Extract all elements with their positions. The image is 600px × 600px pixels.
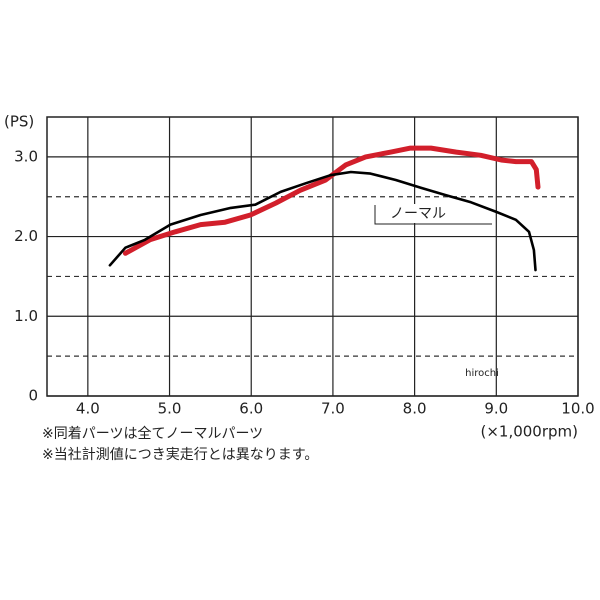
line (122, 145, 541, 256)
x-tick-label: 8.0 (403, 400, 427, 418)
x-tick-label: 10.0 (561, 400, 594, 418)
y-tick-label: 1.0 (14, 307, 38, 325)
x-unit-label: (×1,000rpm) (480, 423, 578, 441)
y-tick-label: 0 (28, 387, 38, 405)
y-tick-label: 2.0 (14, 227, 38, 245)
x-tick-label: 9.0 (484, 400, 508, 418)
watermark: hirochi (465, 368, 499, 379)
line (108, 170, 537, 272)
note: ※当社計測値につき実走行とは異なります。 (42, 447, 318, 463)
x-tick-label: 5.0 (158, 400, 182, 418)
y-tick-label: 3.0 (14, 147, 38, 165)
note: ※同着パーツは全てノーマルパーツ (42, 425, 263, 442)
x-tick-label: 4.0 (76, 400, 100, 418)
label-leader (374, 205, 492, 225)
y-unit-label: (PS) (4, 113, 34, 131)
series-label: ノーマル (390, 206, 446, 222)
label-bg (383, 204, 453, 223)
x-tick-label: 7.0 (321, 400, 345, 418)
plot-frame (46, 116, 579, 397)
x-tick-label: 6.0 (239, 400, 263, 418)
